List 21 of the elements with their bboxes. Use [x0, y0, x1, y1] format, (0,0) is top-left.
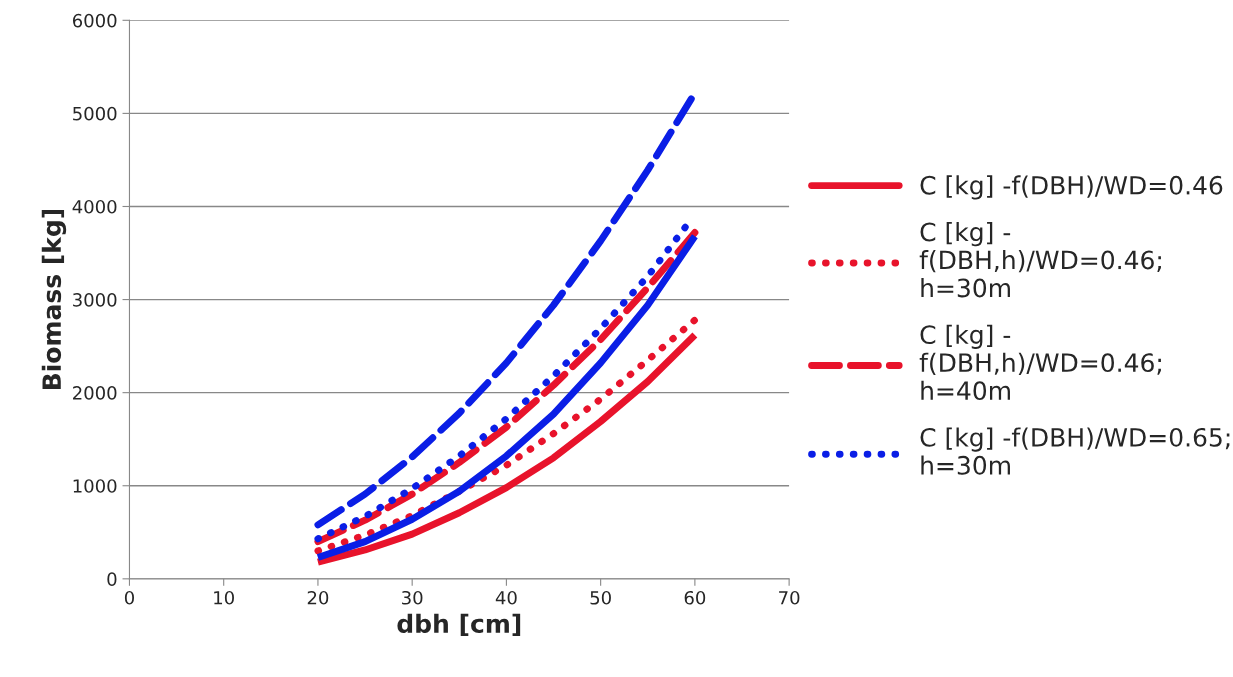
x-tick-label: 20 — [307, 590, 329, 605]
x-tick-label: 60 — [684, 590, 706, 605]
x-tick-label: 40 — [495, 590, 517, 605]
x-axis-title: dbh [cm] — [397, 613, 521, 636]
x-tick-label: 0 — [124, 590, 135, 605]
x-tick-label: 50 — [590, 590, 611, 605]
legend-label: C [kg] -f(DBH)/WD=0.46 — [920, 175, 1223, 200]
legend-label: C [kg] - f(DBH,h)/WD=0.46; h=40m — [919, 324, 1161, 401]
y-tick-label: 6000 — [72, 13, 117, 28]
y-tick-label: 2000 — [73, 386, 117, 400]
y-tick-label: 3000 — [73, 293, 117, 307]
y-axis-title: Biomass [kg] — [41, 209, 67, 390]
x-tick-label: 10 — [214, 590, 234, 605]
y-tick-label: 1000 — [73, 479, 117, 493]
y-tick-label: 0 — [107, 572, 117, 586]
x-tick-label: 30 — [402, 590, 423, 605]
y-tick-label: 5000 — [73, 106, 117, 121]
legend-label: C [kg] - f(DBH,h)/WD=0.46; h=30m — [919, 222, 1161, 298]
x-tick-label: 70 — [779, 590, 800, 605]
legend-label: C [kg] -f(DBH)/WD=0.65; h=30m — [920, 427, 1230, 475]
y-tick-label: 4000 — [72, 199, 117, 214]
